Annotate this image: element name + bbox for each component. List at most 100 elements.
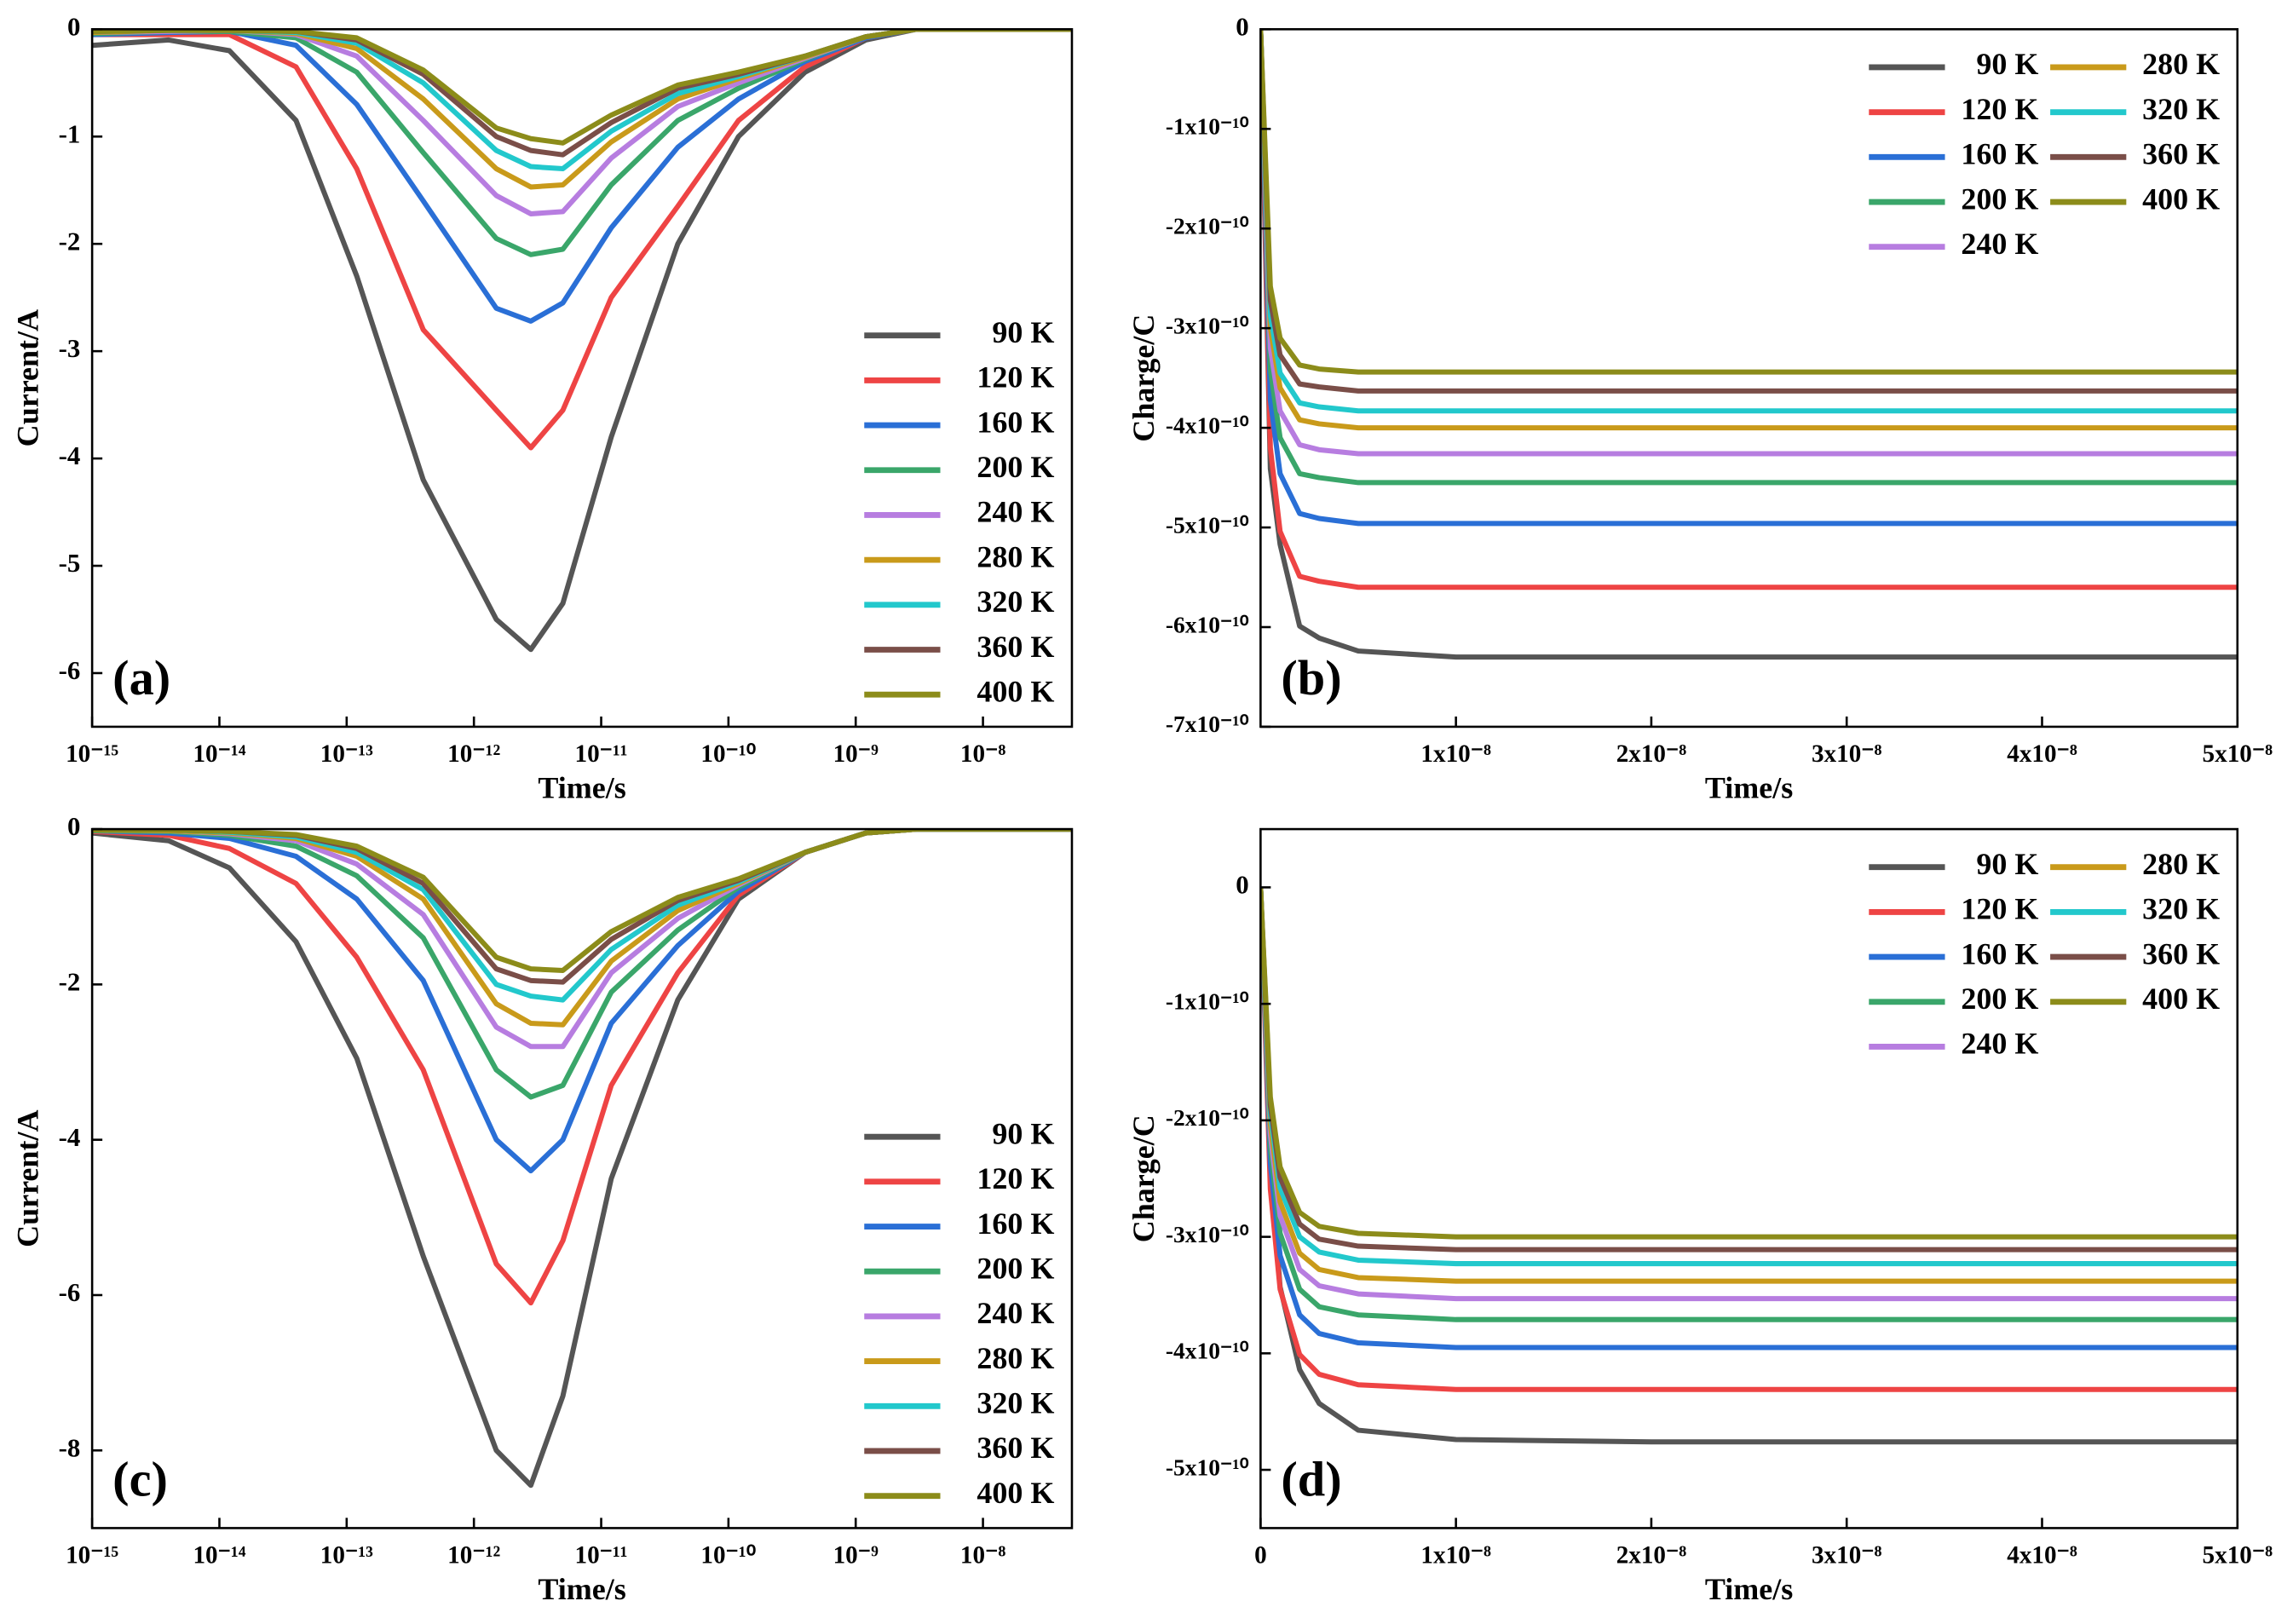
y-tick-label: -3 [59, 333, 81, 363]
series-line [92, 829, 1072, 1306]
panel: 10⁻¹⁵ 10⁻¹⁴ 10⁻¹³ 10⁻¹² 10⁻¹¹ 10⁻¹⁰ 10⁻⁹ 10⁻⁸ 0 -… [10, 811, 1074, 1606]
y-tick-label: 0 [1236, 11, 1248, 41]
legend-label: 160 K [977, 1206, 1054, 1241]
legend-label: 200 K [1961, 982, 2038, 1016]
legend-label: 120 K [1961, 92, 2038, 126]
x-tick-label: 10⁻¹² [447, 1541, 500, 1569]
y-tick-label: -6x10⁻¹⁰ [1166, 612, 1249, 637]
series-line [1260, 29, 2238, 660]
x-axis-label: Time/s [1705, 771, 1793, 805]
series-line [1260, 887, 2238, 1445]
legend-label: 240 K [977, 1296, 1054, 1330]
legend-label: 160 K [977, 405, 1054, 439]
y-tick-label: -5x10⁻¹⁰ [1166, 1454, 1249, 1480]
series-line [1260, 887, 2238, 1284]
panel-label: (b) [1281, 650, 1341, 705]
legend-label: 360 K [2142, 936, 2220, 970]
y-axis-label: Current/A [10, 1110, 44, 1247]
legend-label: 320 K [2142, 92, 2220, 126]
y-tick-label: -2 [59, 226, 81, 256]
y-tick-label: -4 [59, 441, 81, 470]
x-tick-label: 4x10⁻⁸ [2007, 740, 2077, 768]
y-tick-label: -1x10⁻¹⁰ [1166, 988, 1249, 1014]
series-line [1260, 29, 2238, 431]
x-tick-label: 1x10⁻⁸ [1420, 740, 1491, 768]
plot-frame [1259, 827, 2239, 1529]
plot-frame [1259, 28, 2239, 728]
x-tick-label: 0 [1254, 1541, 1267, 1569]
y-tick-label: 0 [67, 11, 80, 41]
panel-label: (c) [112, 1451, 168, 1506]
series-line [92, 29, 1072, 172]
y-tick-label: -1x10⁻¹⁰ [1166, 114, 1249, 140]
legend-label: 320 K [977, 1386, 1054, 1420]
series-line [1260, 887, 2238, 1322]
x-tick-label: 1x10⁻⁸ [1420, 1541, 1491, 1569]
series-line [92, 829, 1072, 973]
x-tick-label: 10⁻¹⁴ [193, 740, 245, 768]
y-tick-label: -2x10⁻¹⁰ [1166, 214, 1249, 239]
x-tick-label: 10⁻¹² [447, 740, 500, 768]
series-line [92, 829, 1072, 1050]
x-tick-label: 3x10⁻⁸ [1812, 1541, 1882, 1569]
legend-label: 400 K [2142, 982, 2220, 1016]
series-line [1260, 29, 2238, 457]
x-tick-label: 4x10⁻⁸ [2007, 1541, 2077, 1569]
legend-label: 240 K [1961, 227, 2038, 261]
legend-label: 280 K [977, 539, 1054, 573]
y-tick-label: -5 [59, 548, 81, 578]
y-tick-label: -6 [59, 1277, 81, 1307]
panel-label: (d) [1281, 1451, 1341, 1506]
legend-label: 120 K [977, 360, 1054, 394]
series-line [92, 29, 1072, 190]
series-line [1260, 29, 2238, 375]
y-tick-label: -3x10⁻¹⁰ [1166, 313, 1249, 338]
y-tick-label: -2x10⁻¹⁰ [1166, 1105, 1249, 1131]
legend-label: 320 K [977, 585, 1054, 619]
series-line [1260, 29, 2238, 527]
y-axis-label: Current/A [10, 309, 44, 446]
legend-label: 200 K [977, 1251, 1054, 1285]
legend-label: 320 K [2142, 892, 2220, 926]
legend-label: 120 K [977, 1161, 1054, 1195]
y-tick-label: -6 [59, 655, 81, 685]
series-line [1260, 887, 2238, 1392]
legend-label: 360 K [2142, 137, 2220, 171]
plot-area [1260, 29, 2238, 660]
series-line [92, 829, 1072, 1028]
series-line [1260, 887, 2238, 1240]
x-tick-label: 10⁻¹⁵ [66, 740, 118, 768]
series-line [92, 829, 1072, 1489]
series-line [1260, 887, 2238, 1253]
y-tick-label: -8 [59, 1432, 81, 1462]
y-tick-label: -2 [59, 966, 81, 996]
x-tick-label: 10⁻⁸ [960, 740, 1006, 768]
legend-label: 400 K [977, 674, 1054, 708]
legend-label: 280 K [2142, 47, 2220, 81]
x-axis-label: Time/s [1705, 1572, 1793, 1606]
x-tick-label: 10⁻¹³ [320, 1541, 373, 1569]
series-line [92, 29, 1072, 158]
x-axis-label: Time/s [538, 771, 625, 805]
panel-label: (a) [112, 650, 170, 705]
legend-label: 200 K [977, 450, 1054, 484]
y-tick-label: -1 [59, 118, 81, 148]
y-tick-label: -4 [59, 1122, 81, 1152]
legend-label: 160 K [1961, 137, 2038, 171]
x-tick-label: 10⁻¹⁴ [193, 1541, 245, 1569]
legend-label: 400 K [2142, 181, 2220, 216]
plot-area [92, 829, 1072, 1489]
x-tick-label: 10⁻⁹ [833, 740, 879, 768]
y-axis-label: Charge/C [1126, 1114, 1161, 1242]
series-line [1260, 29, 2238, 486]
x-tick-label: 3x10⁻⁸ [1812, 740, 1882, 768]
x-tick-label: 10⁻¹⁵ [66, 1541, 118, 1569]
series-line [1260, 29, 2238, 394]
x-tick-label: 10⁻¹³ [320, 740, 373, 768]
y-tick-label: -3x10⁻¹⁰ [1166, 1222, 1249, 1247]
legend-label: 240 K [1961, 1027, 2038, 1061]
legend-label: 90 K [992, 1116, 1054, 1150]
x-tick-label: 10⁻¹⁰ [700, 740, 756, 768]
x-tick-label: 10⁻¹¹ [575, 1541, 628, 1569]
